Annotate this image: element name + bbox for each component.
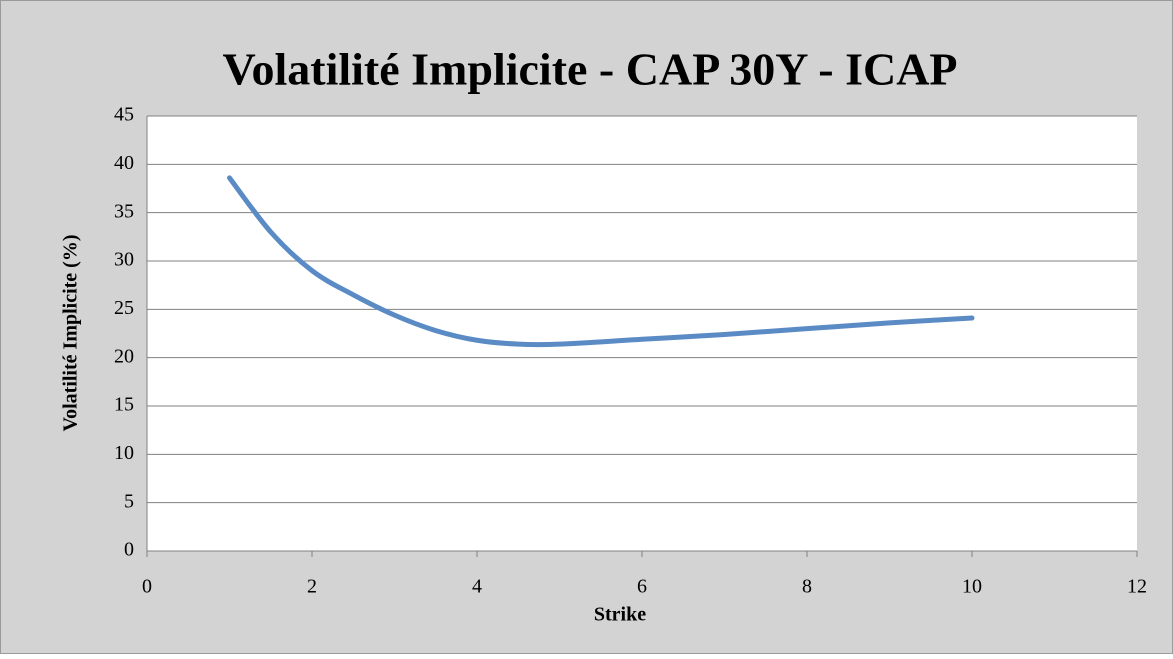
- x-tick-label: 8: [802, 576, 812, 598]
- x-tick-label: 6: [637, 576, 647, 598]
- y-tick-label: 35: [114, 200, 134, 222]
- y-tick-label: 5: [124, 490, 134, 512]
- y-tick-label: 30: [114, 249, 134, 271]
- plot-area: [147, 116, 1137, 551]
- data-line: [227, 175, 975, 348]
- x-tick-label: 4: [472, 576, 482, 598]
- x-tick-label: 10: [962, 576, 982, 598]
- y-tick-label: 20: [114, 345, 134, 367]
- x-tick-label: 0: [142, 576, 152, 598]
- y-axis-label: Volatilité Implicite (%): [60, 234, 82, 431]
- y-tick-label: 10: [114, 442, 134, 464]
- y-tick-label: 0: [124, 539, 134, 561]
- chart-title: Volatilité Implicite - CAP 30Y - ICAP: [222, 44, 957, 95]
- x-tick-label: 2: [307, 576, 317, 598]
- y-tick-label: 45: [114, 104, 134, 126]
- x-tick-label: 12: [1127, 576, 1147, 598]
- y-tick-label: 25: [114, 297, 134, 319]
- x-axis-label: Strike: [594, 604, 646, 626]
- y-tick-label: 15: [114, 394, 134, 416]
- y-tick-label: 40: [114, 152, 134, 174]
